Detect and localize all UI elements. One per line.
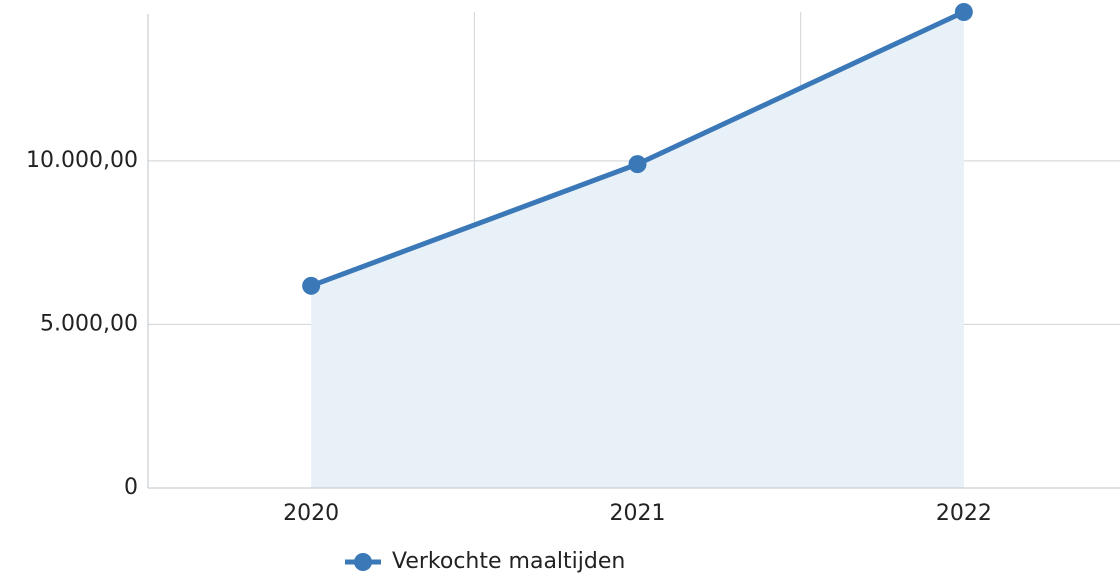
point (302, 276, 321, 295)
x-tick-label: 2021 (610, 501, 666, 526)
x-tick-label: 2020 (283, 501, 339, 526)
legend-label: Verkochte maaltijden (392, 549, 625, 574)
point (628, 155, 647, 174)
legend-marker (354, 553, 372, 571)
area (311, 12, 964, 488)
y-tick-label: 5.000,00 (40, 311, 138, 336)
y-tick-label: 0 (124, 475, 138, 500)
y-tick-label: 10.000,00 (26, 148, 138, 173)
x-tick-label: 2022 (936, 501, 992, 526)
point (954, 3, 973, 21)
